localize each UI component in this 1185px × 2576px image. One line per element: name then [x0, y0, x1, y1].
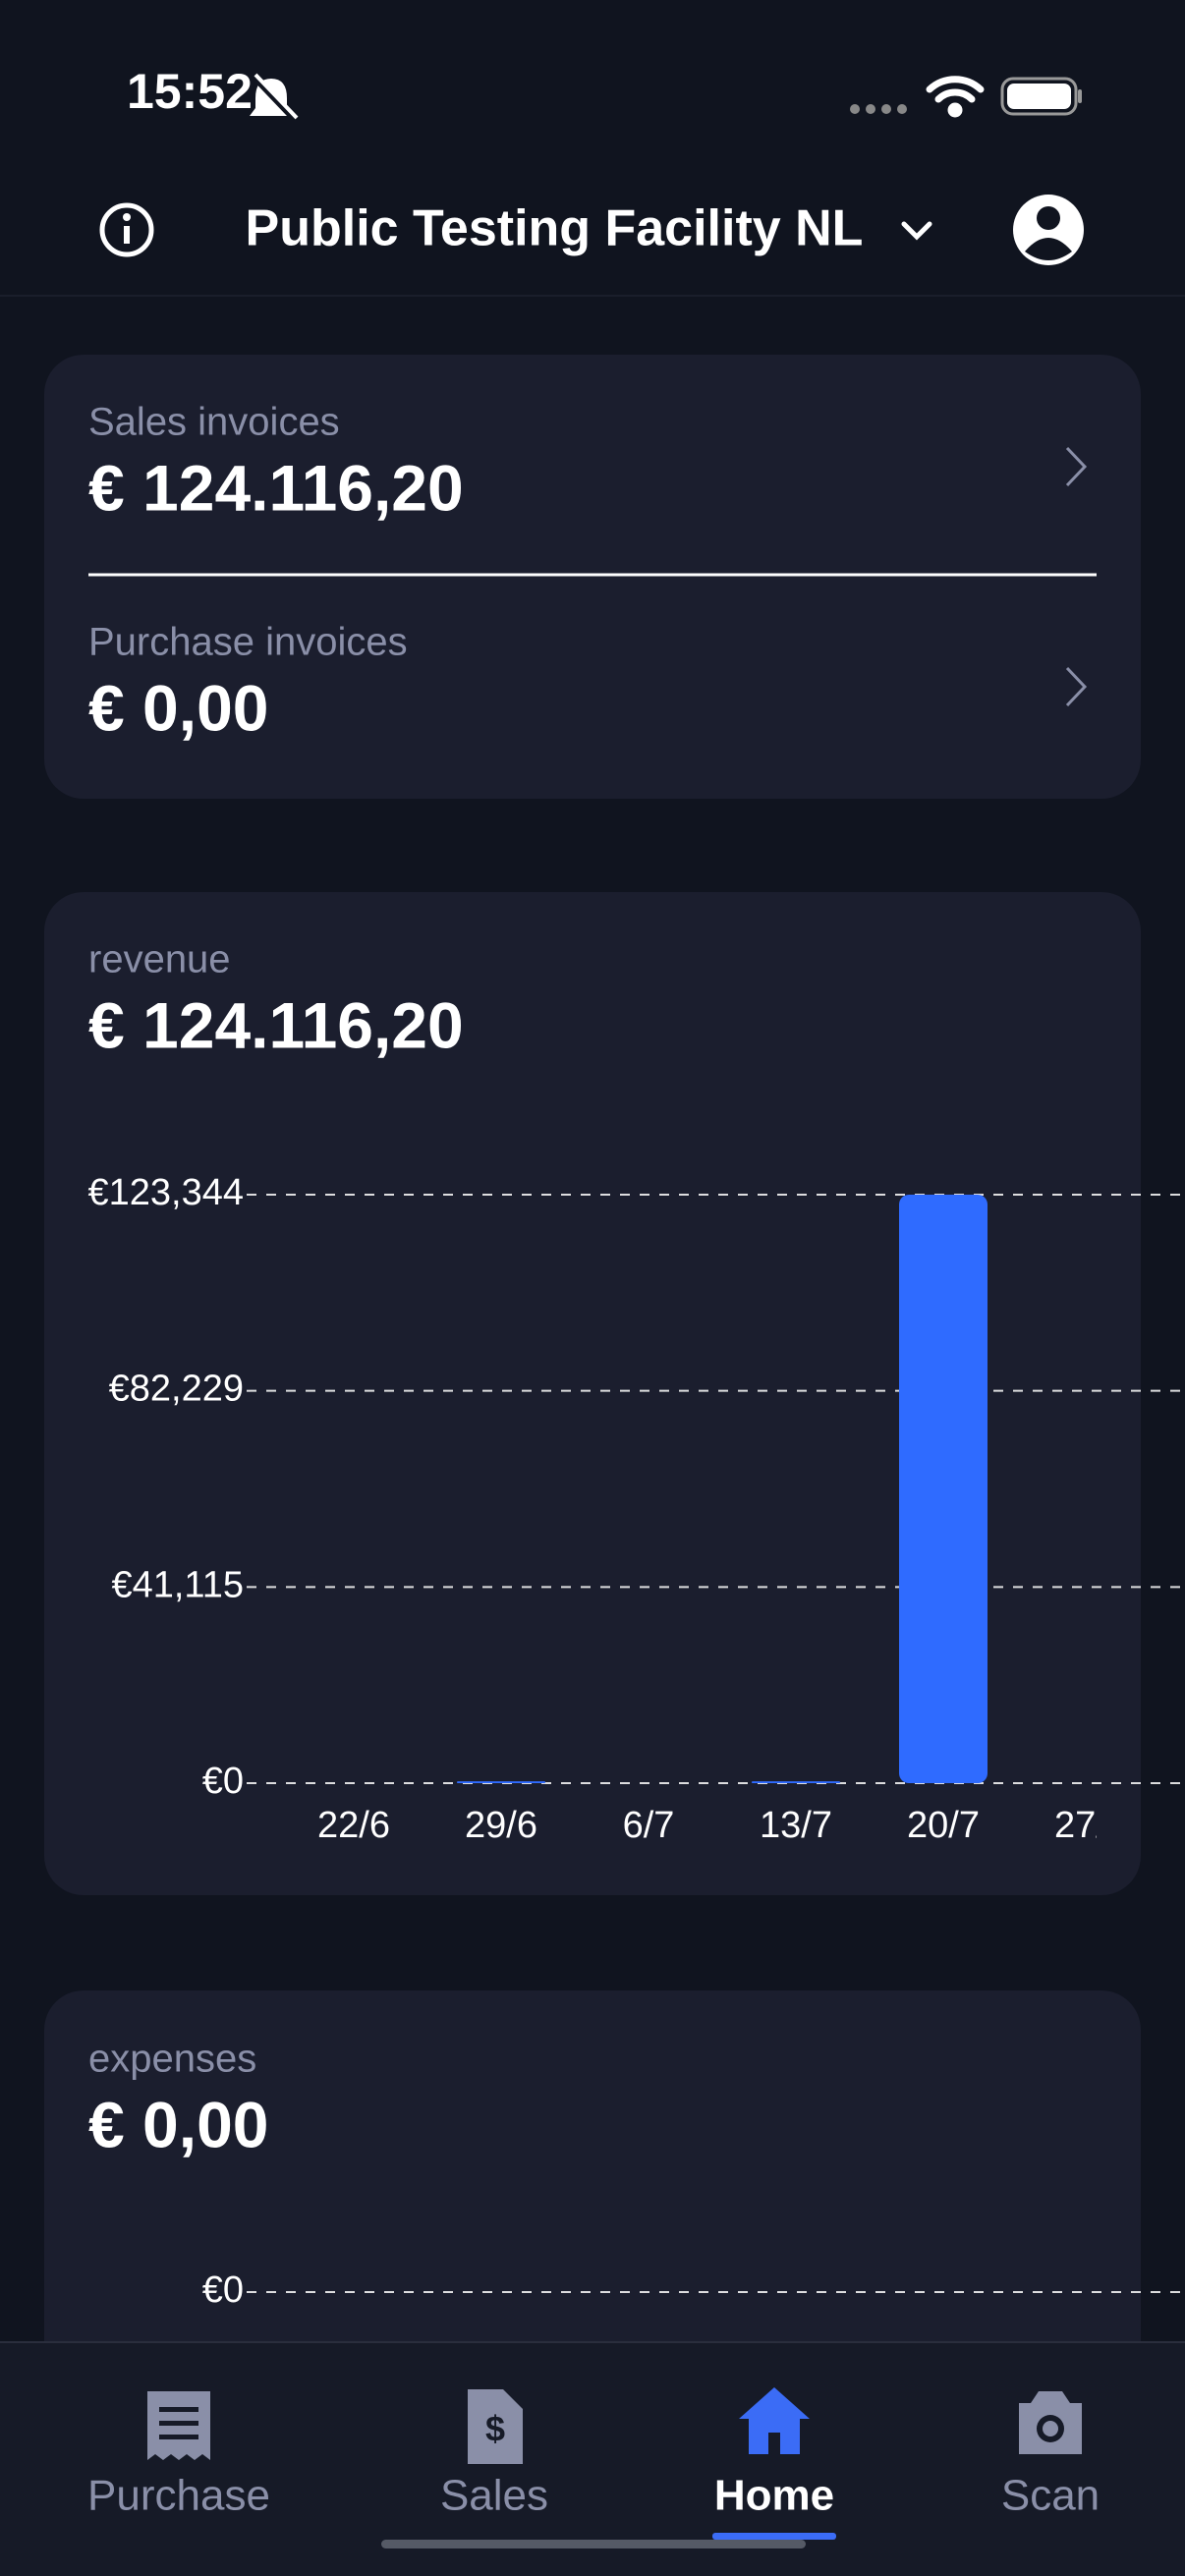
revenue-card [44, 892, 1141, 1895]
expenses-amount: € 0,00 [88, 2088, 269, 2160]
y-tick-label: €82,229 [109, 1369, 244, 1410]
x-tick-label: 6/7 [623, 1805, 675, 1846]
y-tick-label: €123,344 [88, 1172, 245, 1213]
home-icon [739, 2387, 810, 2454]
purchase-label: Purchase invoices [88, 621, 408, 664]
facility-title[interactable]: Public Testing Facility NL [246, 200, 864, 257]
purchase-amount: € 0,00 [88, 671, 269, 744]
bottom-nav: $ Purchase Sales Home Scan [0, 2341, 1185, 2576]
active-indicator [712, 2533, 836, 2540]
sales-amount: € 124.116,20 [88, 451, 464, 524]
home-indicator [381, 2540, 806, 2548]
battery-icon [1000, 77, 1082, 116]
x-tick-label: 29/6 [465, 1805, 537, 1846]
sales-icon: $ [468, 2389, 523, 2464]
chevron-right [1065, 666, 1088, 707]
info-button[interactable] [99, 202, 154, 257]
charts: €0 €41,115 €82,229 €123,344 22/6 29/6 6/7 13/7 2… [88, 1172, 1185, 2311]
sales-label: Sales invoices [88, 401, 340, 444]
purchase-invoices-row[interactable]: Purchase invoices € 0,00 [88, 621, 1088, 745]
nav-background [0, 2342, 1185, 2576]
y-tick-label: €0 [202, 2269, 244, 2311]
x-tick-label: 20/7 [907, 1805, 980, 1846]
bar [899, 1195, 988, 1783]
revenue-amount: € 124.116,20 [88, 988, 464, 1061]
status-time: 15:52 [127, 64, 253, 119]
invoices-card [44, 355, 1141, 799]
expenses-label: expenses [88, 2038, 256, 2081]
nav-item[interactable]: Sales [440, 2472, 548, 2520]
scan-icon [1019, 2391, 1082, 2454]
revenue-label: revenue [88, 938, 231, 981]
x-tick-label: 13/7 [760, 1805, 832, 1846]
sales-invoices-row[interactable]: Sales invoices € 124.116,20 [88, 401, 1088, 525]
chevron-right [1065, 446, 1088, 487]
bar [752, 1781, 840, 1783]
svg-text:$: $ [485, 2409, 505, 2449]
x-tick-label: 27/7 [1054, 1805, 1127, 1846]
bar [457, 1781, 545, 1783]
dropdown-chevron[interactable] [901, 221, 932, 241]
nav-item[interactable]: Scan [1001, 2472, 1100, 2520]
mute-icon [250, 73, 299, 123]
purchase-icon [147, 2391, 210, 2460]
nav-item[interactable]: Purchase [87, 2472, 270, 2520]
profile-button[interactable] [1013, 195, 1084, 265]
x-tick-label: 22/6 [317, 1805, 390, 1846]
y-tick-label: €41,115 [111, 1564, 244, 1605]
wifi-icon [926, 76, 985, 118]
nav-item[interactable]: Home [714, 2472, 834, 2520]
signal-dots [850, 104, 907, 114]
y-tick-label: €0 [202, 1761, 244, 1802]
